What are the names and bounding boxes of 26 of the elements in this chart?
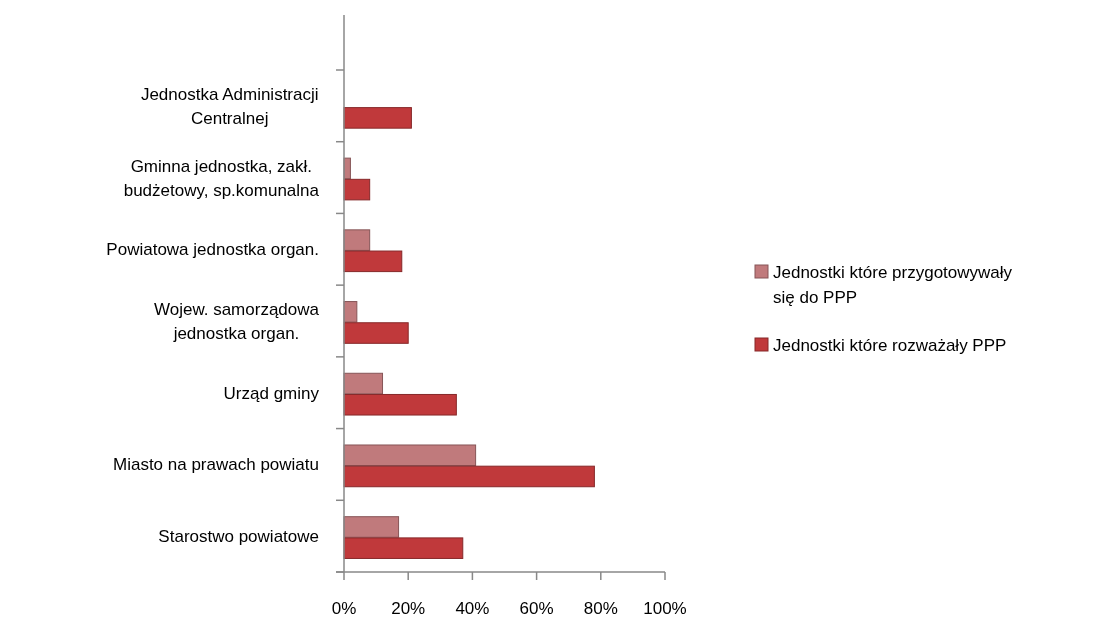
bar [343,444,477,467]
y-tick-label: Gminna jednostka, zakł. budżetowy, sp.komunalna [123,156,320,200]
bar [343,516,400,538]
x-tick-label: 20% [391,599,426,618]
x-tick-label: 100% [643,599,687,618]
y-tick-label: Jednostka Administracji Centralnej [140,84,319,128]
legend-label: Jednostki które przygotowywały się do PPP [773,262,1013,307]
y-tick-label: Miasto na prawach powiatu [112,454,320,474]
x-tick-label: 0% [331,599,357,618]
x-tick-label: 40% [455,599,490,618]
bar [343,178,371,201]
bar [343,250,403,273]
y-tick-label: Urząd gminy [223,383,320,403]
bar [343,465,595,488]
bar [343,372,384,395]
bar [343,107,412,129]
bar [343,537,464,559]
x-tick-label: 60% [519,599,554,618]
bar [343,322,409,344]
x-tick-label: 80% [583,599,618,618]
bar [343,229,371,251]
y-tick-label: Starostwo powiatowe [158,526,319,546]
bar [343,393,457,416]
y-tick-label: Powiatowa jednostka organ. [106,239,319,259]
legend-label: Jednostki które rozważały PPP [773,335,1007,355]
y-tick-label: Wojew. samorządowa jednostka organ. [153,299,320,343]
